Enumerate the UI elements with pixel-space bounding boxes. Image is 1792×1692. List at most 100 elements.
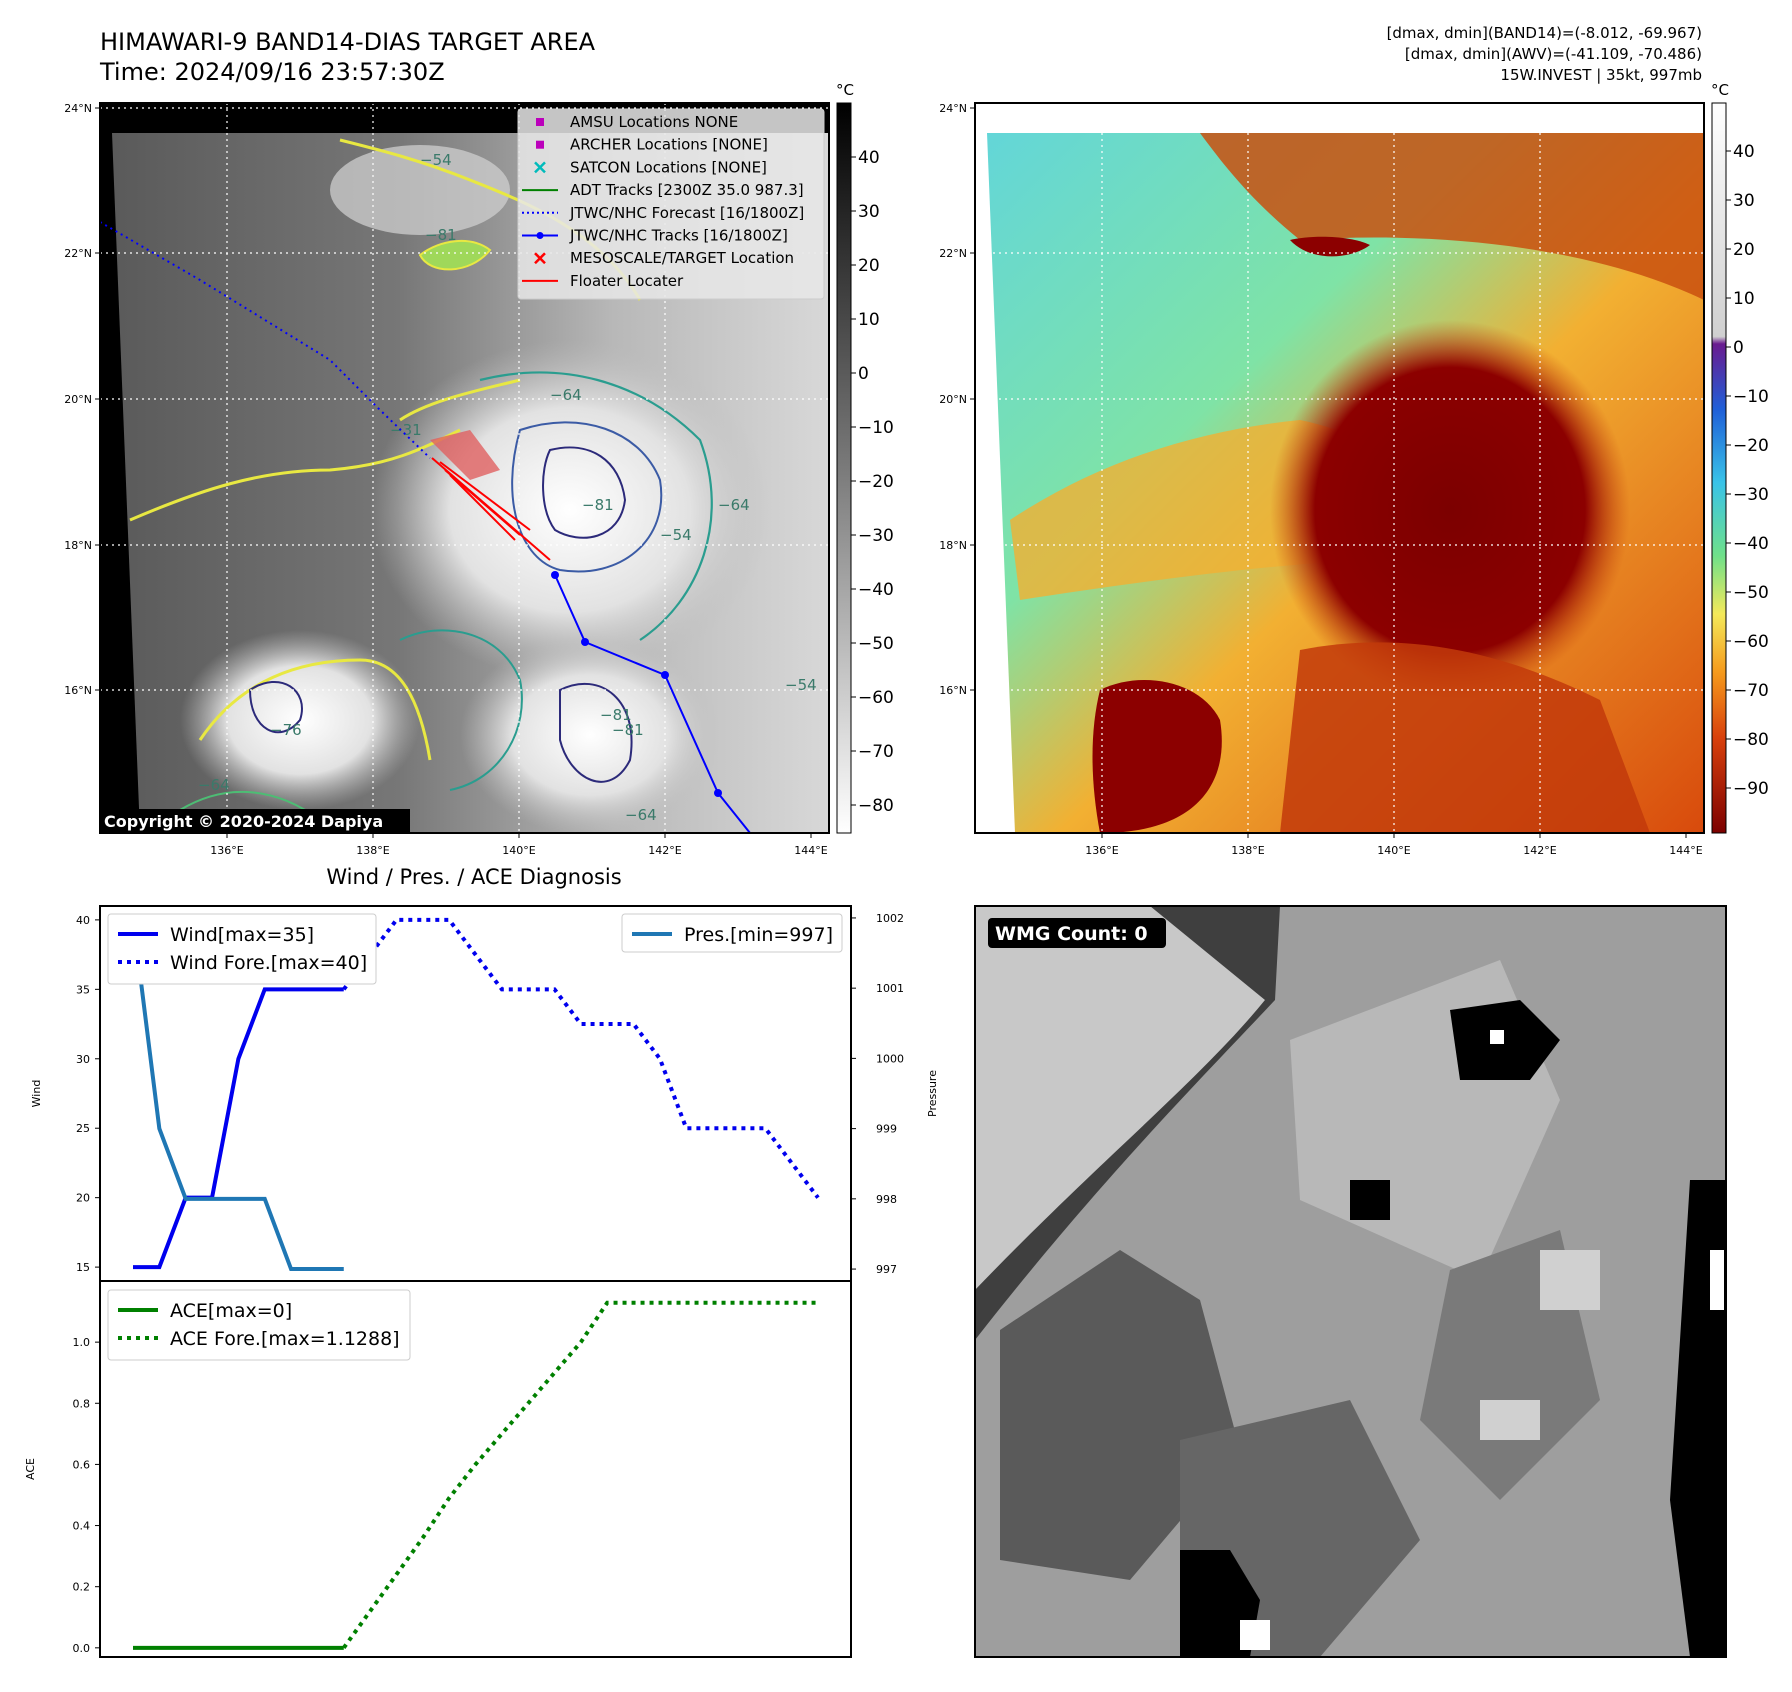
ace-ytick-label: 0.2 [73, 1581, 91, 1594]
ir-colorbar-tick-label: 30 [858, 202, 880, 222]
ir-colorbar-tick-label: −20 [858, 472, 894, 492]
info-line2: [dmax, dmin](AWV)=(-41.109, -70.486) [1405, 45, 1702, 63]
legend-label: AMSU Locations NONE [570, 113, 738, 131]
ir-colorbar-tick-label: 0 [858, 364, 869, 384]
lon-tick-label: 144°E [794, 844, 827, 857]
pres-ytick-label: 1000 [876, 1052, 904, 1065]
awv-gridlines [975, 103, 1704, 833]
ir-colorbar [836, 102, 852, 834]
awv-colorbar-tick-label: 10 [1733, 289, 1755, 309]
pres-ytick-label: 999 [876, 1123, 897, 1136]
awv-colorbar-tick-label: 20 [1733, 240, 1755, 260]
info-line3: 15W.INVEST | 35kt, 997mb [1500, 66, 1702, 84]
awv-colorbar-tick-label: −50 [1733, 583, 1769, 603]
ir-colorbar-tick-label: −50 [858, 634, 894, 654]
ir-frame [99, 102, 830, 834]
wind-ylabel: Wind [30, 1080, 43, 1108]
legend-label: JTWC/NHC Tracks [16/1800Z] [569, 227, 788, 245]
ace-ytick-label: 0.8 [73, 1397, 91, 1410]
lon-tick-label: 136°E [1085, 844, 1118, 857]
ir-legend-box [517, 108, 825, 300]
contour-label: −64 [625, 806, 657, 824]
series-line-0 [133, 987, 344, 1270]
awv-colorbar-tick-label: −70 [1733, 681, 1769, 701]
awv-colorbar-tick-label: −60 [1733, 632, 1769, 652]
main-title-line1: HIMAWARI-9 BAND14-DIAS TARGET AREA [100, 28, 596, 56]
ace-ytick-label: 0.0 [73, 1642, 91, 1655]
ir-colorbar-tick-label: 10 [858, 310, 880, 330]
contour-label: −64 [198, 776, 230, 794]
copyright-text: Copyright © 2020-2024 Dapiya [104, 812, 383, 831]
lat-tick-label: 18°N [64, 539, 92, 552]
awv-colorbar-tick-label: 40 [1733, 142, 1755, 162]
ir-colorbar-tick-label: −10 [858, 418, 894, 438]
pres-ytick-label: 997 [876, 1263, 897, 1276]
ir-panel: −54 −81 −64 −81 −54 −76 −81 −64 −54 −64 … [99, 81, 894, 834]
lat-tick-label: 16°N [64, 684, 92, 697]
ir-colorbar-tick-label: 20 [858, 256, 880, 276]
ir-colorbar-unit: °C [836, 81, 854, 99]
wmg-count-badge: WMG Count: 0 [995, 923, 1148, 945]
wind-legend-box [107, 913, 377, 985]
main-title-line2: Time: 2024/09/16 23:57:30Z [99, 58, 445, 86]
lon-tick-label: 144°E [1669, 844, 1702, 857]
wind-ytick-label: 25 [76, 1122, 90, 1135]
series-line-2 [131, 917, 344, 1272]
ace-series-line-1 [342, 1300, 818, 1649]
lon-tick-label: 138°E [1231, 844, 1264, 857]
wmg-imagery [975, 906, 1726, 1657]
lat-tick-label: 18°N [939, 539, 967, 552]
ace-ytick-label: 0.6 [73, 1458, 91, 1471]
contour-label: −54 [420, 151, 452, 169]
ace-ytick-label: 0.4 [73, 1520, 91, 1533]
contour-label: −31 [390, 421, 422, 439]
wind-ytick-label: 30 [76, 1053, 90, 1066]
contour-label: −64 [550, 386, 582, 404]
lon-tick-label: 136°E [210, 844, 243, 857]
lat-tick-label: 24°N [939, 102, 967, 115]
contour-label: −76 [270, 721, 302, 739]
info-line1: [dmax, dmin](BAND14)=(-8.012, -69.967) [1387, 24, 1702, 42]
ir-legend: AMSU Locations NONE ARCHER Locations [NON… [517, 108, 825, 300]
copyright-badge-bg [100, 809, 410, 833]
jtwc-track-points [551, 571, 722, 797]
diagnosis-title: Wind / Pres. / ACE Diagnosis [326, 865, 621, 889]
awv-colorbar-tick-label: −10 [1733, 387, 1769, 407]
lat-tick-label: 22°N [939, 247, 967, 260]
awv-colorbar-tick-label: 0 [1733, 338, 1744, 358]
awv-colorbar-tick-label: −40 [1733, 534, 1769, 554]
ir-colorbar-tick-label: −80 [858, 796, 894, 816]
lon-tick-label: 138°E [356, 844, 389, 857]
pres-legend-box [621, 913, 843, 953]
ace-legend-label: ACE Fore.[max=1.1288] [170, 1328, 400, 1350]
contour-label: −81 [582, 496, 614, 514]
ir-colorbar-tick-label: −40 [858, 580, 894, 600]
awv-colorbar-tick-label: −90 [1733, 779, 1769, 799]
lon-tick-label: 140°E [1377, 844, 1410, 857]
wind-ytick-label: 15 [76, 1261, 90, 1274]
legend-label: ADT Tracks [2300Z 35.0 987.3] [570, 181, 804, 199]
awv-imagery [975, 103, 1704, 833]
contour-label: −81 [425, 226, 457, 244]
legend-marker [536, 140, 544, 149]
lat-tick-label: 22°N [64, 247, 92, 260]
ir-colorbar-tick-label: −60 [858, 688, 894, 708]
wmg-count-badge-bg [988, 918, 1166, 948]
awv-frame [974, 102, 1705, 834]
legend-label: Floater Locater [570, 272, 684, 290]
legend-marker [534, 161, 546, 174]
wmg-panel: WMG Count: 0 [974, 905, 1727, 1658]
awv-colorbar-tick-label: 30 [1733, 191, 1755, 211]
awv-panel: °C 40 30 20 10 0 −10 −20 −30 −40 −50 −60 −70 −80 −90 [974, 81, 1769, 834]
pres-ylabel: Pressure [926, 1070, 939, 1117]
awv-colorbar-unit: °C [1711, 81, 1729, 99]
legend-label: MESOSCALE/TARGET Location [570, 249, 794, 267]
contour-label: −54 [785, 676, 817, 694]
ir-colorbar-tick-label: −70 [858, 742, 894, 762]
lon-tick-label: 142°E [1523, 844, 1556, 857]
lat-tick-label: 16°N [939, 684, 967, 697]
contour-label: −64 [718, 496, 750, 514]
awv-colorbar-tick-label: −30 [1733, 485, 1769, 505]
pres-ytick-label: 998 [876, 1193, 897, 1206]
lat-tick-label: 24°N [64, 102, 92, 115]
